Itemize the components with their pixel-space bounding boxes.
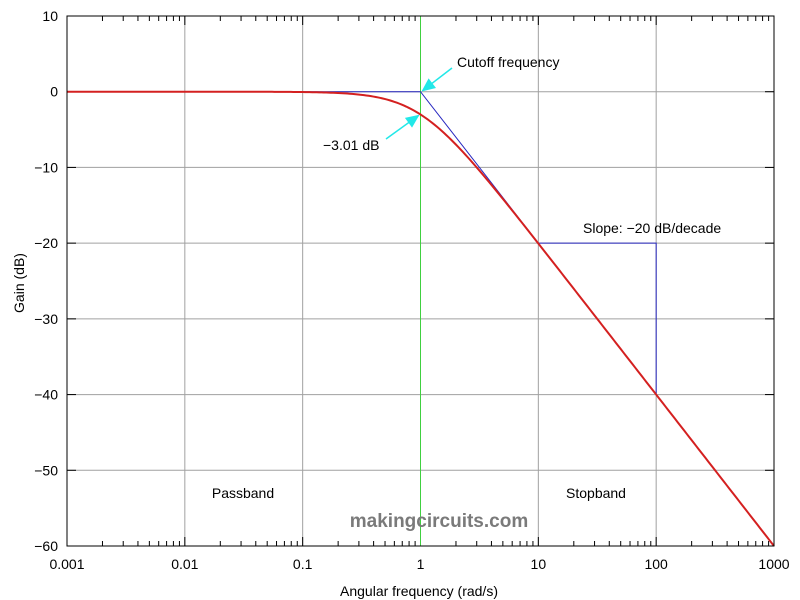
cutoff-frequency-annotation: Cutoff frequency: [457, 54, 559, 70]
y-tick-label: −30: [34, 311, 58, 327]
y-tick-label: −10: [34, 159, 58, 175]
passband-label: Passband: [212, 485, 274, 501]
y-axis-title: Gain (dB): [11, 253, 27, 313]
minus-3db-annotation: −3.01 dB: [323, 137, 379, 153]
x-tick-label: 0.001: [49, 556, 84, 572]
minor-ticks: [101, 16, 770, 546]
tick-labels: 0.001 0.01 0.1 1 10 100 1000100−10−20−30−40−50…: [34, 8, 790, 572]
y-tick-label: −50: [34, 462, 58, 478]
x-tick-label: 10: [531, 556, 547, 572]
plot-frame: [66, 15, 775, 547]
x-axis-title: Angular frequency (rad/s): [340, 583, 498, 599]
watermark: makingcircuits.com: [350, 511, 528, 532]
y-tick-label: 10: [42, 8, 58, 24]
gain-curve-series: [67, 90, 775, 547]
x-tick-label: 0.01: [171, 556, 198, 572]
x-tick-label: 1: [417, 556, 425, 572]
x-tick-label: 100: [644, 556, 668, 572]
y-tick-label: −60: [34, 538, 58, 554]
minus-3db-arrow-head: [404, 114, 420, 128]
annotation-arrows: [385, 67, 453, 140]
slope-annotation: Slope: −20 dB/decade: [583, 220, 721, 236]
x-tick-label: 1000: [758, 556, 789, 572]
stopband-label: Stopband: [566, 485, 626, 501]
slope-triangle: [538, 242, 657, 395]
x-tick-label: 0.1: [293, 556, 313, 572]
y-tick-label: −20: [34, 235, 58, 251]
cutoff-arrow-head: [421, 78, 437, 92]
y-tick-label: 0: [50, 84, 58, 100]
y-tick-label: −40: [34, 387, 58, 403]
